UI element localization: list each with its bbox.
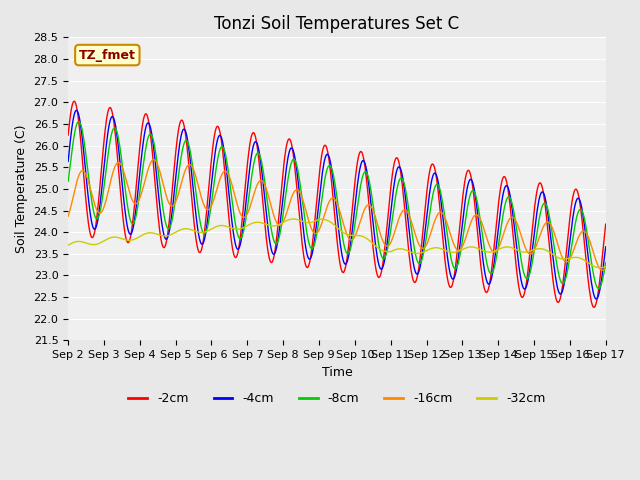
X-axis label: Time: Time: [321, 366, 352, 379]
Title: Tonzi Soil Temperatures Set C: Tonzi Soil Temperatures Set C: [214, 15, 460, 33]
Y-axis label: Soil Temperature (C): Soil Temperature (C): [15, 125, 28, 253]
Legend: -2cm, -4cm, -8cm, -16cm, -32cm: -2cm, -4cm, -8cm, -16cm, -32cm: [124, 387, 550, 410]
Text: TZ_fmet: TZ_fmet: [79, 48, 136, 61]
